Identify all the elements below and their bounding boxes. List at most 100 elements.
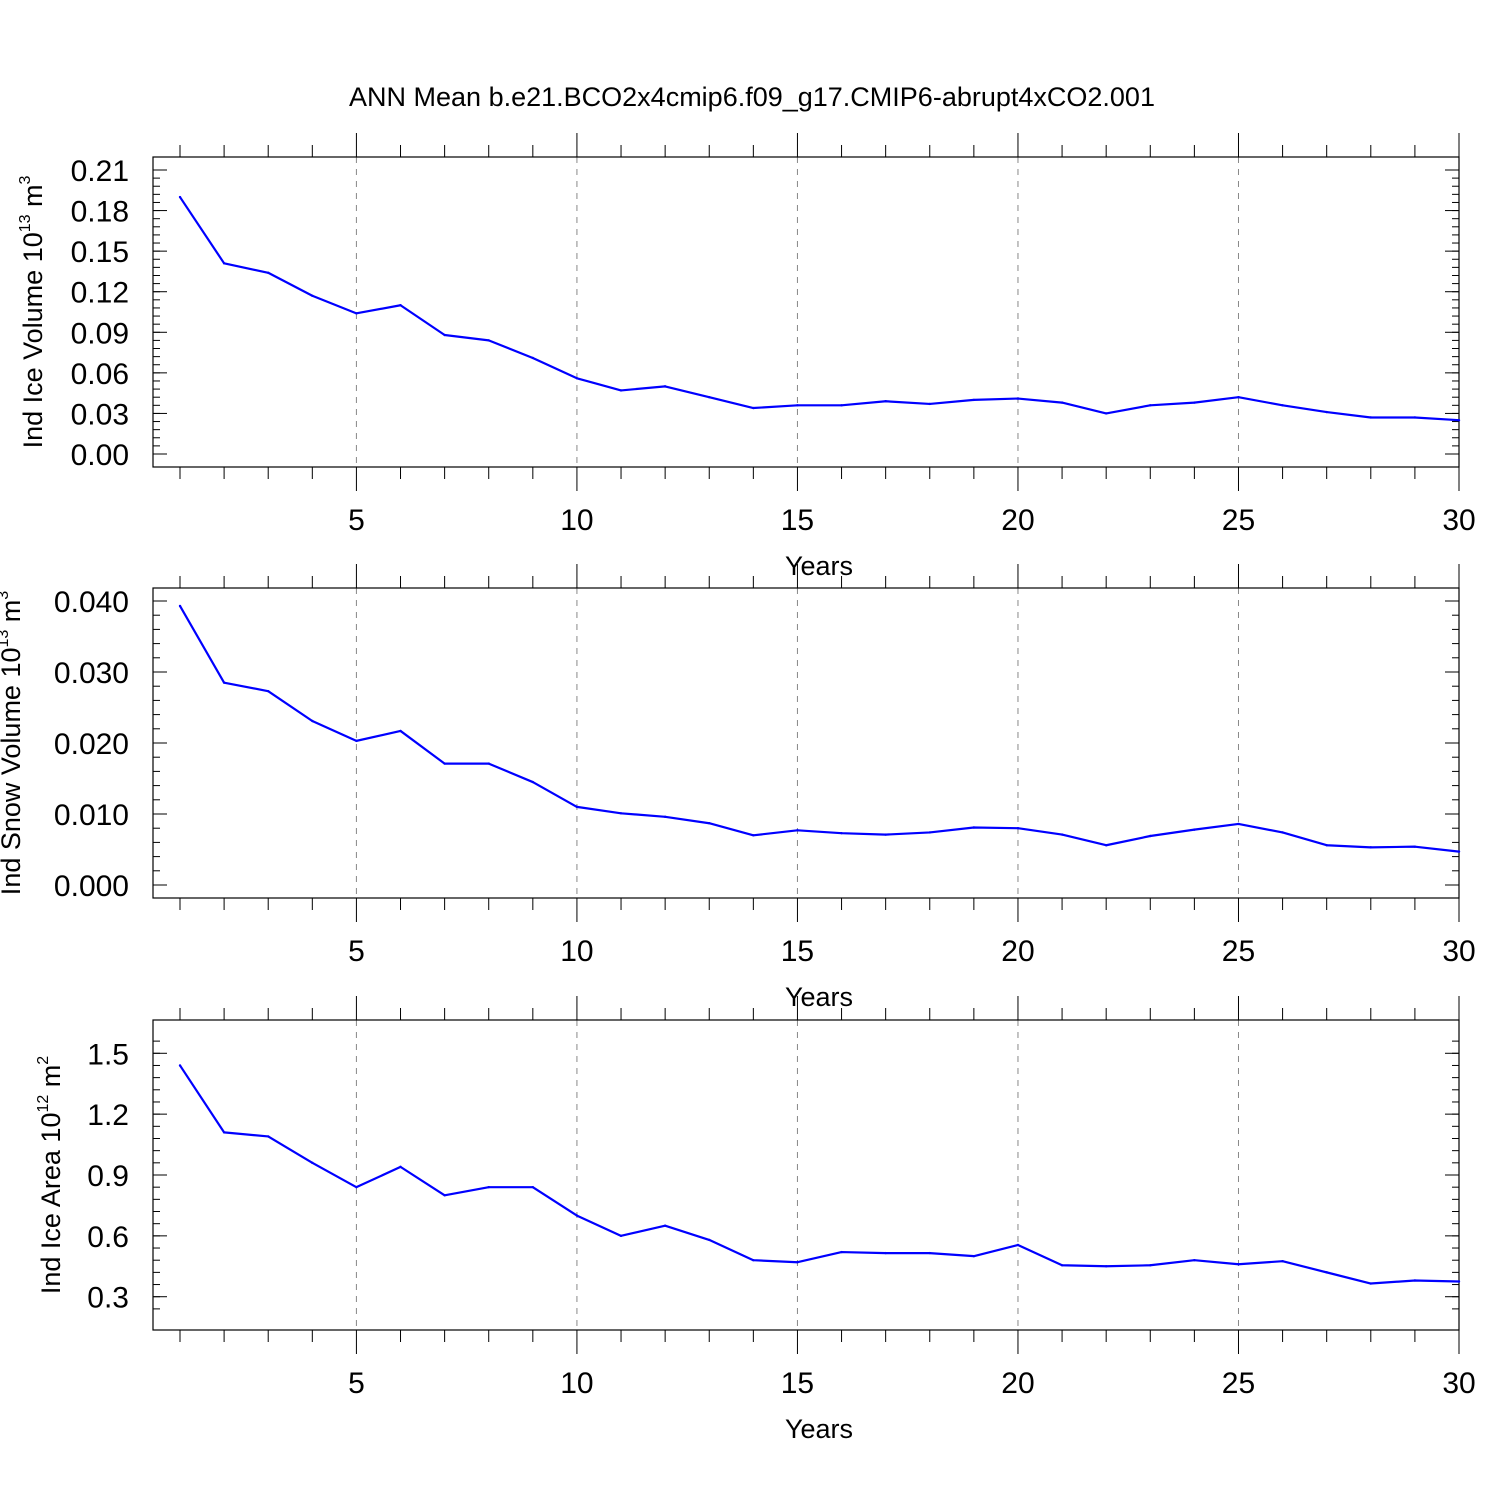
data-point (1325, 844, 1328, 847)
data-point (840, 831, 843, 835)
x-tick-label: 10 (560, 1367, 593, 1400)
data-point (178, 195, 182, 199)
data-point (487, 762, 490, 765)
data-point (840, 1250, 843, 1254)
x-tick-label: 5 (348, 504, 365, 537)
data-point (222, 262, 226, 265)
data-point (752, 1259, 755, 1262)
data-point (1193, 401, 1196, 404)
x-tick-label: 15 (781, 935, 814, 968)
data-point (1060, 833, 1064, 836)
plot-frame (152, 587, 1460, 899)
data-point (752, 406, 755, 410)
y-tick-label: 0.15 (71, 236, 129, 269)
data-point (752, 834, 755, 837)
data-point (267, 1135, 270, 1138)
y-tick-label: 0.00 (71, 439, 129, 472)
data-point (1149, 1264, 1152, 1267)
y-tick-label: 0.030 (54, 657, 129, 690)
data-point (1237, 1263, 1240, 1266)
data-point (1369, 416, 1372, 419)
data-point (972, 1254, 976, 1258)
data-point (1104, 412, 1108, 415)
x-tick-label: 20 (1001, 504, 1034, 537)
data-point (1413, 845, 1417, 848)
x-tick-label: 5 (348, 935, 365, 968)
data-point (1325, 1271, 1328, 1274)
data-point (443, 1194, 446, 1197)
data-point (1413, 416, 1417, 419)
data-point (928, 402, 931, 406)
y-tick-label: 0.6 (87, 1221, 129, 1254)
data-point (663, 385, 667, 388)
plot-frame (152, 156, 1460, 468)
data-point (575, 805, 579, 809)
data-point (443, 333, 446, 337)
data-point (311, 719, 314, 723)
y-tick-label: 0.18 (71, 196, 129, 229)
x-tick-label: 25 (1222, 504, 1255, 537)
y-axis-label: Ind Ice Volume 1013 m3 (17, 175, 48, 448)
data-point (575, 377, 579, 380)
data-point (972, 826, 976, 829)
data-point (884, 1251, 887, 1255)
data-point (487, 1185, 490, 1189)
data-point (1104, 1265, 1108, 1268)
data-point (663, 815, 667, 819)
x-tick-label: 10 (560, 504, 593, 537)
data-point (1149, 834, 1152, 838)
data-point (708, 1238, 711, 1242)
x-tick-label: 25 (1222, 935, 1255, 968)
x-tick-label: 10 (560, 935, 593, 968)
data-point (1457, 850, 1461, 853)
x-tick-label: 30 (1442, 935, 1475, 968)
data-point (619, 812, 623, 815)
data-point (1060, 1264, 1064, 1267)
data-point (399, 729, 402, 733)
data-point (884, 400, 887, 403)
y-tick-label: 0.020 (54, 728, 129, 761)
y-tick-label: 0.12 (71, 277, 129, 310)
data-point (663, 1224, 667, 1227)
data-point (1237, 822, 1240, 826)
data-point (619, 389, 623, 392)
data-point (178, 1064, 182, 1067)
data-point (311, 1161, 314, 1165)
data-point (928, 831, 931, 834)
data-point (1193, 1259, 1196, 1262)
data-point (222, 681, 226, 684)
data-point (443, 762, 446, 765)
data-point (1281, 1260, 1284, 1263)
data-point (531, 780, 535, 784)
figure-title: ANN Mean b.e21.BCO2x4cmip6.f09_g17.CMIP6… (349, 82, 1155, 112)
data-point (1193, 828, 1196, 831)
y-tick-label: 0.06 (71, 358, 129, 391)
data-point (708, 822, 711, 825)
data-point (1060, 401, 1064, 404)
data-point (399, 304, 402, 307)
data-point (1281, 404, 1284, 407)
data-point (1016, 1243, 1020, 1247)
y-axis-label: Ind Snow Volume 1013 m3 (0, 591, 26, 895)
x-tick-label: 25 (1222, 1367, 1255, 1400)
y-tick-label: 0.9 (87, 1160, 129, 1193)
x-tick-label: 15 (781, 1367, 814, 1400)
data-point (355, 312, 358, 315)
chart-panel-1: 0.00 0.03 0.06 0.09 0.12 0.15 0.18 0.21 5 10 15 20 2… (17, 133, 1476, 581)
data-point (1325, 410, 1328, 414)
x-tick-label: 5 (348, 1367, 365, 1400)
data-point (1016, 397, 1020, 400)
series-line (179, 1064, 1460, 1285)
data-point (1369, 1282, 1372, 1285)
data-point (796, 829, 799, 832)
y-tick-label: 1.5 (87, 1038, 129, 1071)
data-point (796, 404, 799, 407)
y-tick-label: 0.3 (87, 1282, 129, 1315)
chart-panel-3: 0.3 0.6 0.9 1.2 1.5 5 10 15 20 25 30 Years Ind Ice A… (35, 996, 1476, 1444)
data-point (1457, 1280, 1461, 1283)
x-tick-label: 15 (781, 504, 814, 537)
data-point (355, 739, 358, 743)
data-point (1237, 396, 1240, 399)
data-point (1016, 827, 1020, 830)
x-tick-label: 20 (1001, 935, 1034, 968)
